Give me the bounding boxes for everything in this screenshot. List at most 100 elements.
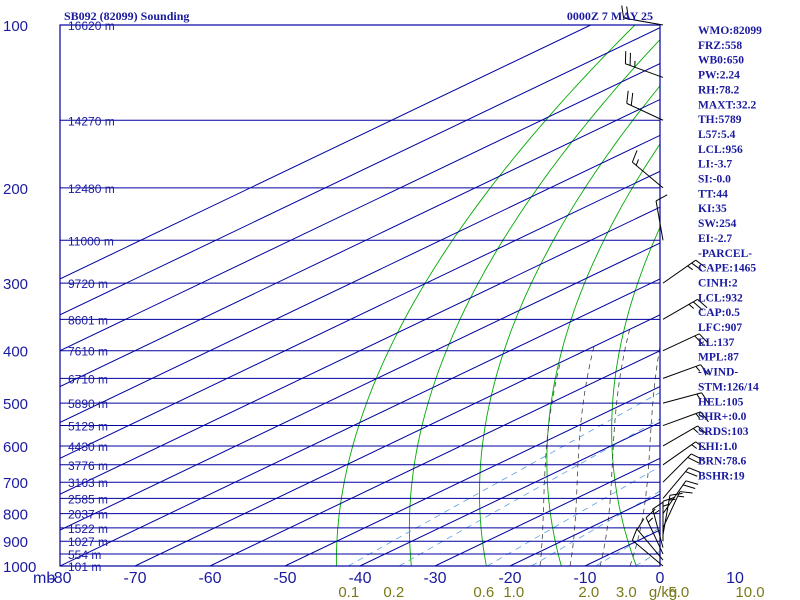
mixing-ratio-label: 2.0 [578,584,599,600]
index-item: -WIND- [698,367,738,379]
isotherm [359,421,660,566]
isotherm [209,350,660,566]
mixing-ratio-label: 3.0 [616,584,637,600]
barb-flag [697,298,708,309]
barb-shaft [662,453,692,483]
temperature-tick-label: -20 [498,570,521,587]
barb-flag [655,194,668,202]
height-label: 16620 m [68,19,115,33]
index-item: MAXT:32.2 [698,99,756,111]
index-item: HEL:105 [698,396,744,408]
index-item: L57:5.4 [698,129,736,141]
mixing-ratio-label: 0.2 [383,584,404,600]
plot-frame [59,24,661,567]
barb-shaft [623,17,664,26]
barb-half-flag [695,366,701,372]
index-item: WB0:650 [698,55,744,67]
barb-half-flag [695,413,701,419]
index-item: SW:254 [698,218,737,230]
barb-flag [679,491,693,494]
barb-flag [691,453,703,461]
isotherm [60,25,591,280]
wind-barb [662,259,707,284]
index-item: TT:44 [698,188,728,200]
barb-shaft [662,411,701,427]
pressure-tick-label: 400 [3,344,28,361]
index-item: LCL:932 [698,292,743,304]
height-label: 1027 m [68,535,108,549]
barb-shaft [662,333,700,352]
index-item: PW:2.24 [698,70,740,82]
barb-half-flag [696,393,701,400]
barb-shaft [662,491,681,529]
pressure-tick-label: 700 [3,475,28,492]
barb-shaft [662,392,702,404]
index-item: LI:-3.7 [698,159,732,171]
pressure-tick-label: 500 [3,396,28,413]
isotherm [60,170,660,459]
barb-half-flag [692,428,699,434]
temperature-tick-label: -30 [423,570,446,587]
isotherm [134,314,660,566]
wind-barbs [621,5,710,567]
barb-flag [695,259,707,269]
barb-half-flag [687,265,693,271]
index-item: STM:126/14 [698,381,759,393]
barb-flag [645,508,656,519]
index-item: CINH:2 [698,277,738,289]
wind-barb [652,501,664,548]
mixing-ratio-label: 10.0 [735,584,764,600]
index-item: KI:35 [698,203,727,215]
barb-shaft [662,425,698,447]
barb-shaft [632,539,664,567]
temperature-tick-label: -10 [573,570,596,587]
height-label: 12480 m [68,182,115,196]
pressure-tick-label: 600 [3,439,28,456]
isotherm [60,98,660,388]
wind-barb [662,364,709,379]
grid-layer [60,25,660,566]
barb-flag [700,411,709,423]
barb-flag [631,150,638,163]
barb-flag [631,528,638,541]
temperature-tick-label: -60 [198,570,221,587]
index-item: SHR+:0.0 [698,411,747,423]
height-label: 3776 m [68,459,108,473]
barb-half-flag [677,495,685,498]
index-item: SRDS:103 [698,426,749,438]
index-item: EL:137 [698,337,735,349]
x-axis-unit-label: mb [33,570,55,587]
index-item: EI:-2.7 [698,233,732,245]
isotherm [60,242,660,531]
wind-barb [662,392,710,404]
barb-flag [692,301,704,311]
barb-half-flag [653,509,660,515]
barb-flag [691,262,703,271]
height-label: 2585 m [68,492,108,506]
station-title: SB092 (82099) Sounding [64,9,189,23]
mixing-ratio-label: 5.0 [668,584,689,600]
barb-flag [682,484,696,489]
height-label: 5890 m [68,397,108,411]
temperature-tick-label: -70 [123,570,146,587]
barb-shaft [636,529,664,561]
barb-flag [630,92,634,106]
index-item: MPL:87 [698,352,739,364]
height-label: 4430 m [68,440,108,454]
index-item: SI:-0.0 [698,174,731,186]
pressure-tick-label: 1000 [3,559,36,576]
height-label: 554 m [68,548,101,562]
stability-indices: WMO:82099 FRZ:558 WB0:650 PW:2.24 RH:78.2 MAX… [698,25,762,483]
barb-shaft [632,161,664,189]
barb-half-flag [635,159,639,166]
wind-barb [662,411,709,427]
index-item: WMO:82099 [698,25,762,37]
wind-barb [662,425,708,447]
wind-barb [645,508,664,555]
index-item: BRN:78.6 [698,456,746,468]
pressure-tick-label: 300 [3,276,28,293]
index-item: LCL:956 [698,144,743,156]
height-label: 101 m [68,560,101,574]
